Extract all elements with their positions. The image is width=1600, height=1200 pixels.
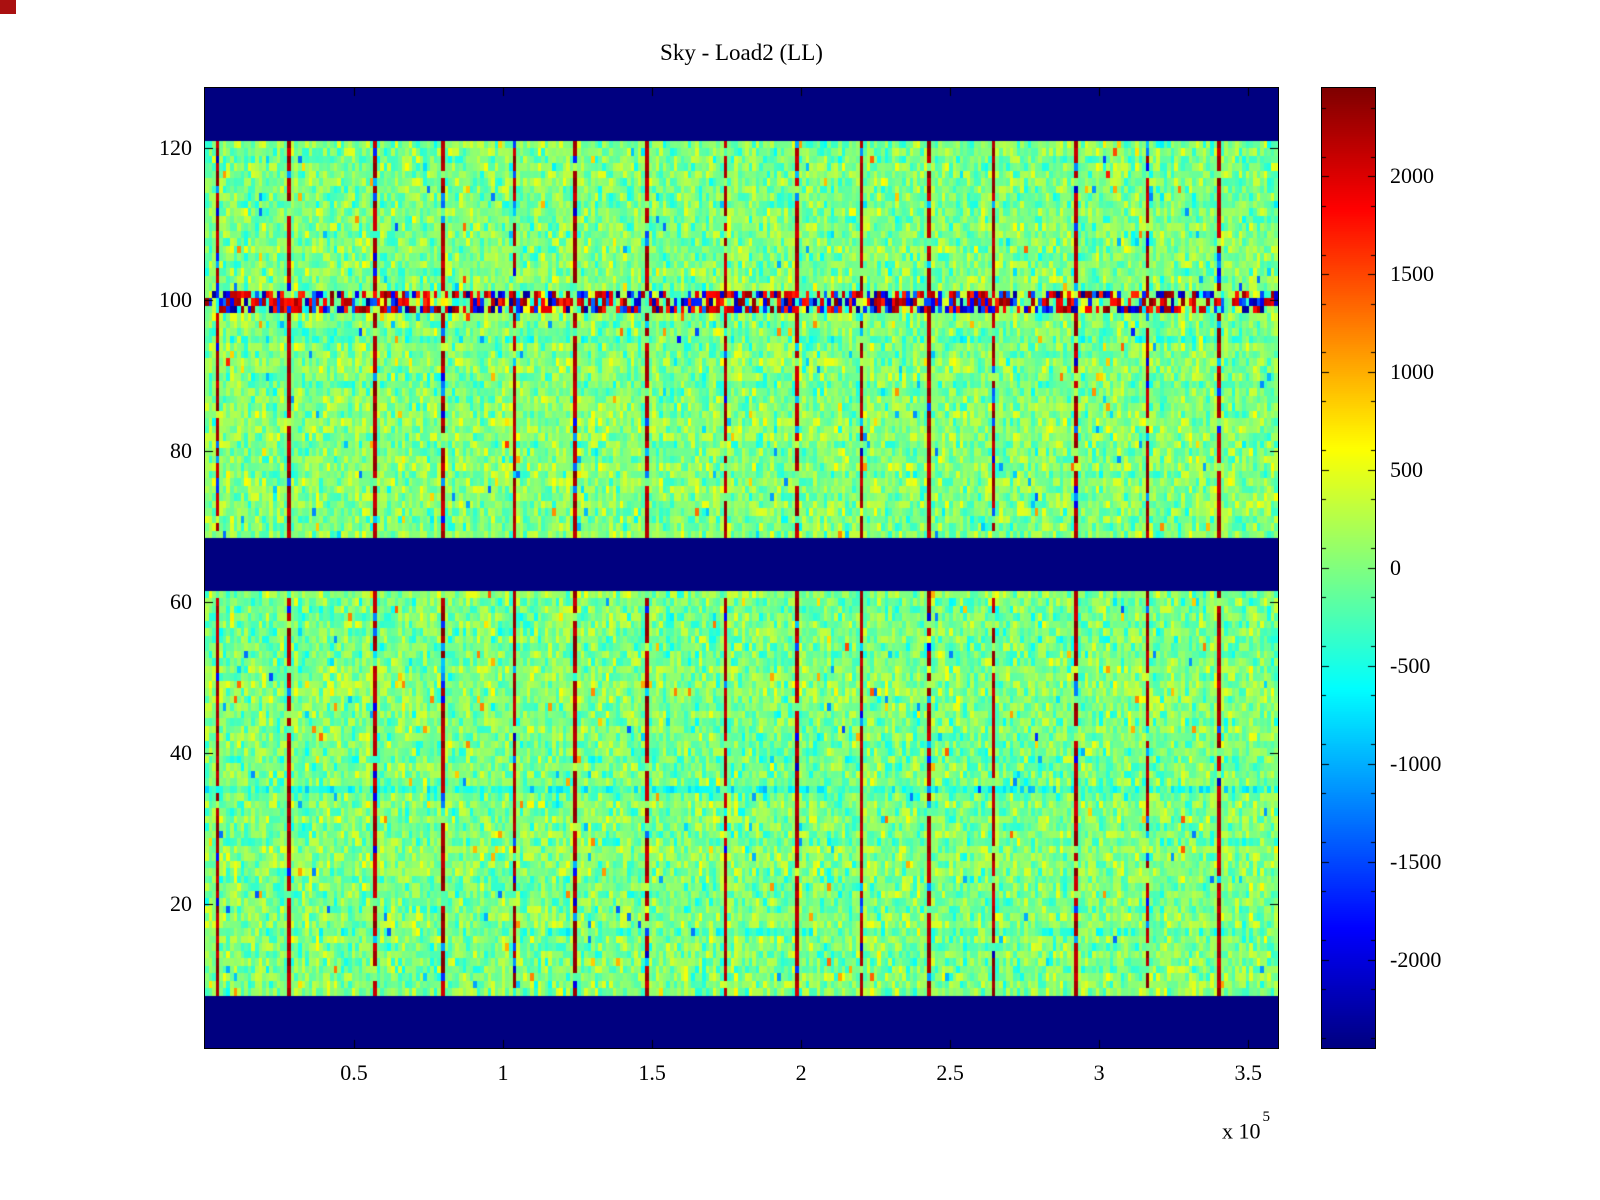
x-tick-label: 0.5 [340,1060,368,1085]
x-tick-label: 1 [497,1060,509,1085]
x-tick-label: 2 [795,1060,807,1085]
x-exponent-value: 5 [1262,1109,1271,1125]
chart-title: Sky - Load2 (LL) [660,40,823,65]
y-tick-label: 20 [170,891,192,917]
x-tick-label: 3.5 [1234,1060,1262,1085]
colorbar-canvas [1322,88,1375,1048]
x-axis-exponent-label: x 105 [1222,1109,1270,1144]
x-tick-label: 2.5 [936,1060,964,1085]
colorbar-tick-label: -1500 [1390,849,1442,874]
y-tick-label: 40 [170,740,192,766]
y-tick-label: 120 [159,135,192,161]
y-tick-label: 80 [170,437,192,463]
y-tick-label: 100 [159,286,192,312]
colorbar-tick-label: 500 [1390,457,1423,482]
colorbar-tick-label: 0 [1390,555,1401,580]
colorbar-tick-label: 1500 [1390,261,1434,286]
colorbar-tick-label: -2000 [1390,947,1442,972]
x-exponent-base: x 10 [1222,1118,1261,1144]
corner-artifact [0,0,16,14]
x-tick-label: 3 [1093,1060,1105,1085]
colorbar-tick-label: -500 [1390,653,1431,678]
colorbar-tick-label: 1000 [1390,359,1434,384]
x-tick-label: 1.5 [638,1060,666,1085]
colorbar [1321,87,1376,1049]
colorbar-tick-label: 2000 [1390,163,1434,188]
colorbar-tick-label: -1000 [1390,751,1442,776]
heatmap-canvas [205,88,1278,1048]
y-tick-label: 60 [170,589,192,615]
plot-area [204,87,1279,1049]
